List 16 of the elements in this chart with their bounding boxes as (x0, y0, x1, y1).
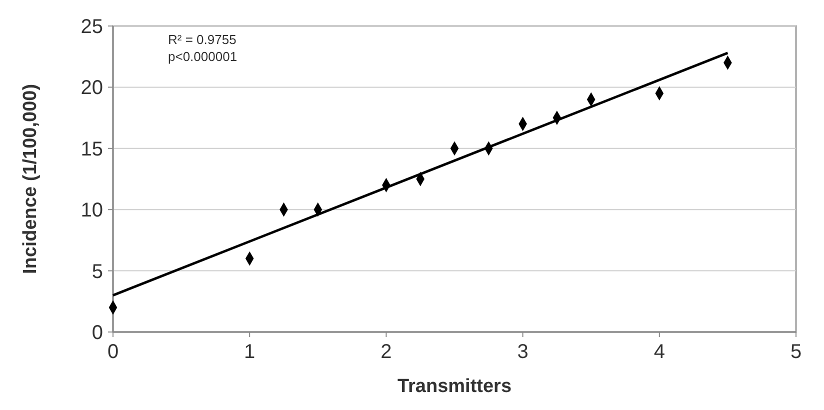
y-tick-label: 5 (92, 260, 103, 283)
x-axis-title: Transmitters (397, 376, 512, 397)
x-tick-label: 1 (244, 341, 256, 363)
y-tick-label: 15 (80, 138, 103, 160)
x-tick-label: 3 (517, 341, 528, 363)
x-tick-label: 2 (380, 341, 392, 363)
annotation: p<0.000001 (168, 49, 238, 64)
x-tick-label: 0 (107, 341, 119, 363)
y-tick-label: 10 (80, 200, 103, 222)
y-tick-label: 0 (92, 322, 103, 344)
y-axis-title: Incidence (1/100,000) (20, 84, 41, 274)
x-tick-label: 5 (790, 341, 802, 363)
y-tick-label: 20 (80, 77, 103, 100)
y-tick-label: 25 (80, 16, 103, 38)
annotation: R² = 0.9755 (168, 32, 236, 47)
x-tick-label: 4 (654, 341, 665, 363)
